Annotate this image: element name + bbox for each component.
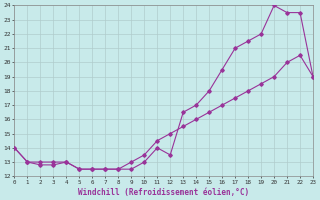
X-axis label: Windchill (Refroidissement éolien,°C): Windchill (Refroidissement éolien,°C): [78, 188, 249, 197]
